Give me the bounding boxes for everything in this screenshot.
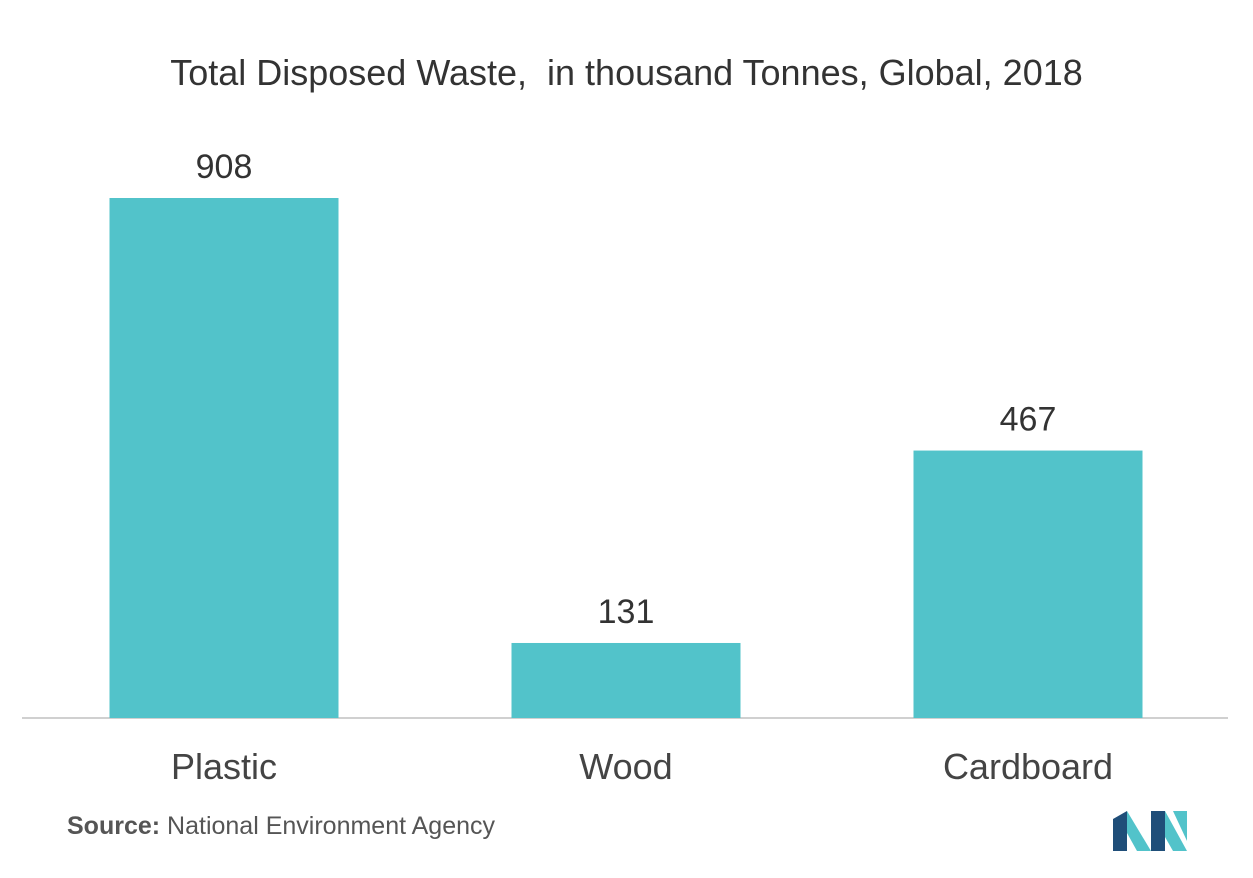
- category-labels-group: Plastic Wood Cardboard: [171, 746, 1113, 787]
- data-labels-group: 908 131 467: [196, 148, 1057, 631]
- data-label-cardboard: 467: [1000, 401, 1057, 439]
- bar-plastic: [109, 198, 339, 718]
- logo-middle-shape: [1151, 811, 1165, 851]
- data-label-wood: 131: [598, 593, 655, 631]
- source-text: National Environment Agency: [160, 812, 496, 840]
- category-label-plastic: Plastic: [171, 746, 277, 787]
- logo-left-shape: [1113, 811, 1127, 851]
- source-label: Source:: [67, 812, 161, 840]
- logo-right-diagonal-shape: [1165, 811, 1187, 851]
- category-label-wood: Wood: [579, 746, 672, 787]
- mordor-intelligence-logo-icon: [1113, 811, 1187, 851]
- source-note: Source: National Environment Agency: [67, 812, 495, 841]
- chart-title: Total Disposed Waste, in thousand Tonnes…: [170, 52, 1083, 93]
- bars-group: [109, 198, 1143, 718]
- logo-right-shape: [1173, 811, 1187, 841]
- logo-diagonal-shape: [1127, 811, 1151, 851]
- category-label-cardboard: Cardboard: [943, 746, 1113, 787]
- bar-cardboard: [913, 450, 1143, 718]
- bar-wood: [511, 642, 741, 718]
- data-label-plastic: 908: [196, 148, 253, 186]
